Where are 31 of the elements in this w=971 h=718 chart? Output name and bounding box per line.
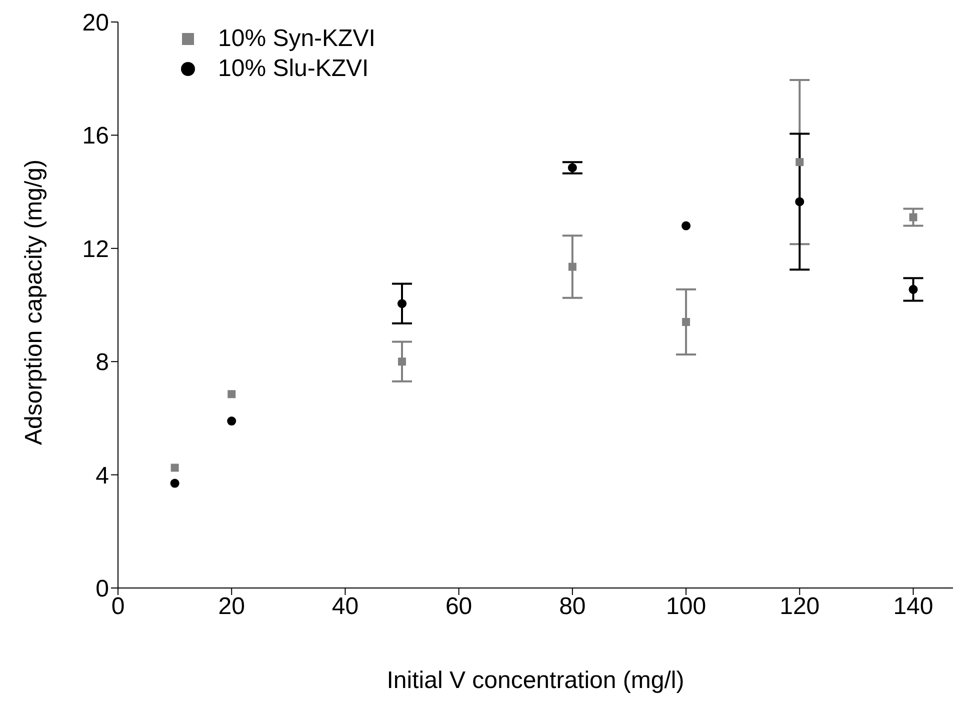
point [908, 284, 918, 294]
x-tick-label: 20 [218, 593, 245, 620]
y-tick-label: 8 [96, 349, 109, 376]
point [568, 262, 576, 271]
legend-label: 10% Slu-KZVI [218, 54, 369, 84]
point [228, 390, 236, 398]
y-tick-label: 12 [82, 236, 109, 263]
x-tick-label: 80 [559, 593, 586, 620]
y-tick-label: 0 [96, 576, 109, 603]
point [398, 299, 407, 308]
x-tick-label: 40 [332, 593, 359, 620]
point [170, 478, 180, 488]
point [682, 318, 690, 326]
x-tick-label: 120 [780, 593, 820, 620]
x-tick-label: 60 [445, 593, 472, 620]
point [682, 221, 691, 230]
point [227, 416, 236, 426]
point [398, 358, 406, 366]
point [796, 158, 804, 166]
y-tick-label: 16 [82, 122, 109, 150]
point [909, 213, 918, 222]
legend-label: 10% Syn-KZVI [218, 24, 376, 54]
point [795, 197, 804, 206]
y-axis-title: Adsorption capacity (mg/g) [20, 160, 48, 445]
y-tick-label: 20 [82, 10, 109, 37]
point [170, 464, 179, 472]
x-tick-label: 140 [893, 593, 934, 620]
y-tick-label: 4 [96, 462, 109, 490]
x-tick-label: 100 [666, 593, 706, 620]
x-axis-title: Initial V concentration (mg/l) [386, 667, 684, 694]
point [568, 163, 577, 172]
